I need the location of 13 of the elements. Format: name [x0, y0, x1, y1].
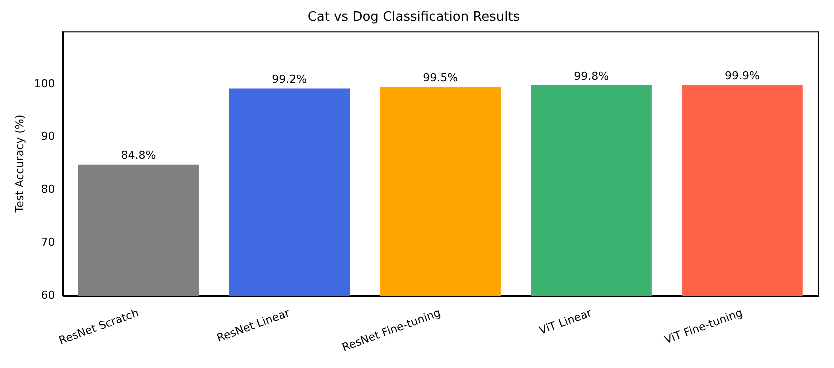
- x-tick-label: ViT Linear: [538, 306, 594, 338]
- y-tick-label: 70: [41, 236, 56, 249]
- y-axis-title: Test Accuracy (%): [13, 114, 26, 214]
- data-label: 84.8%: [121, 149, 156, 162]
- data-label: 99.5%: [423, 71, 458, 84]
- y-tick-label: 90: [41, 130, 56, 144]
- data-label: 99.8%: [574, 70, 610, 83]
- y-tick-label: 60: [41, 288, 56, 302]
- data-label: 99.2%: [272, 73, 308, 86]
- data-label: 99.9%: [725, 69, 760, 82]
- y-tick-label: 100: [34, 77, 56, 90]
- chart-title: Cat vs Dog Classification Results: [308, 10, 520, 26]
- y-tick-label: 80: [41, 183, 56, 196]
